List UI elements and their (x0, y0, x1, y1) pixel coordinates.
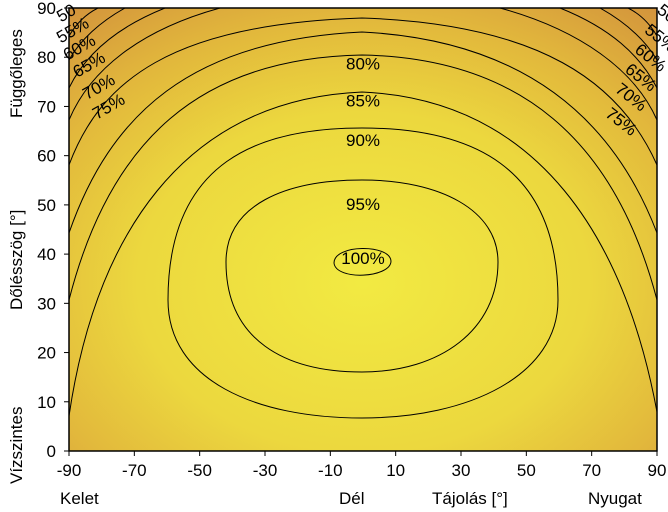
x-annotation-right: Nyugat (588, 489, 642, 508)
y-tick-label: 0 (47, 442, 56, 461)
contour-label-95: 95% (346, 195, 380, 214)
y-axis-label: Dőlésszög [°] (7, 210, 26, 310)
y-tick-label: 50 (37, 196, 56, 215)
x-tick-label: 10 (386, 461, 405, 480)
contour-line-60 (69, 8, 657, 89)
x-axis-ticks: -90 -70 -50 -30 -10 10 30 50 70 90 (57, 451, 667, 480)
contour-line-95 (225, 179, 499, 373)
x-annotation-center: Dél (339, 489, 365, 508)
y-annotation-top: Függőleges (7, 29, 26, 118)
contour-label-90: 90% (346, 131, 380, 150)
y-tick-label: 70 (37, 97, 56, 116)
x-tick-label: -50 (187, 461, 212, 480)
contour-line-65 (69, 8, 657, 121)
x-tick-label: 70 (582, 461, 601, 480)
contour-label-85: 85% (346, 91, 380, 110)
contour-line-75 (69, 31, 657, 234)
contour-group (69, 8, 657, 451)
contour-line-50 (69, 8, 657, 37)
x-tick-label: -90 (57, 461, 82, 480)
x-tick-label: -10 (318, 461, 343, 480)
y-annotation-bottom: Vízszintes (7, 407, 26, 484)
plot-background (69, 8, 657, 451)
y-tick-label: 20 (37, 344, 56, 363)
x-tick-label: 30 (452, 461, 471, 480)
y-tick-label: 90 (37, 0, 56, 18)
contour-label-100: 100% (341, 249, 384, 268)
contour-line-100 (333, 248, 392, 276)
x-axis-label: Tájolás [°] (432, 489, 508, 508)
x-tick-label: -30 (253, 461, 278, 480)
y-tick-label: 30 (37, 294, 56, 313)
y-tick-label: 10 (37, 393, 56, 412)
y-axis-ticks: 0 10 20 30 40 50 60 70 80 90 (37, 0, 69, 461)
x-tick-label: 50 (517, 461, 536, 480)
contour-line-55 (69, 8, 657, 61)
y-tick-label: 80 (37, 48, 56, 67)
y-tick-label: 60 (37, 147, 56, 166)
contour-label-80: 80% (346, 55, 380, 74)
x-annotation-left: Kelet (60, 489, 99, 508)
contour-line-80 (69, 54, 657, 301)
x-tick-label: -70 (122, 461, 147, 480)
plot-frame (68, 7, 658, 452)
y-tick-label: 40 (37, 245, 56, 264)
x-tick-label: 90 (648, 461, 667, 480)
contour-line-85 (69, 91, 657, 451)
contour-line-70 (69, 17, 657, 166)
contour-label-group: 100%95%90%85%80%75%70%65%60%55%5075%70%6… (53, 0, 668, 268)
contour-line-90 (167, 127, 559, 419)
